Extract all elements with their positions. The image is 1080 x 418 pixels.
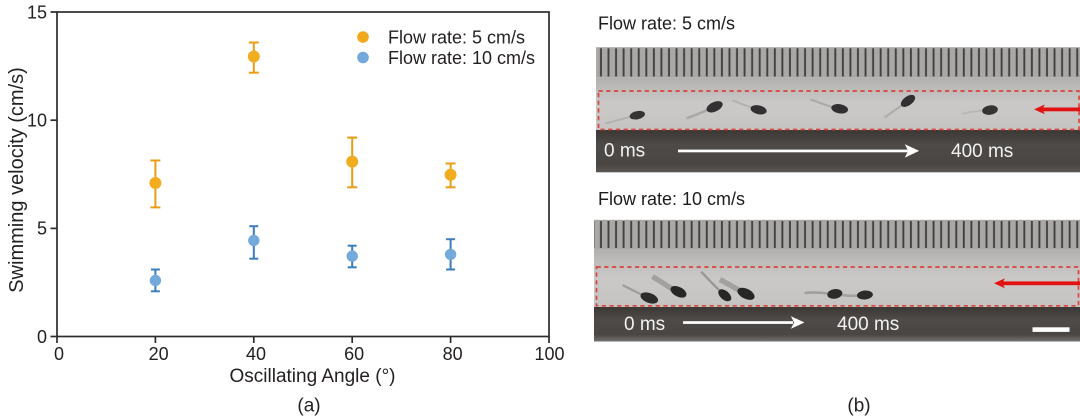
svg-text:Flow rate: 10 cm/s: Flow rate: 10 cm/s bbox=[598, 189, 745, 209]
svg-text:400 ms: 400 ms bbox=[837, 314, 899, 335]
svg-text:0 ms: 0 ms bbox=[624, 314, 665, 335]
svg-text:15: 15 bbox=[27, 3, 47, 23]
svg-text:Swimming velocity (cm/s): Swimming velocity (cm/s) bbox=[6, 67, 28, 293]
svg-text:0 ms: 0 ms bbox=[604, 141, 645, 162]
svg-text:Flow rate: 10 cm/s: Flow rate: 10 cm/s bbox=[388, 48, 535, 68]
svg-text:20: 20 bbox=[149, 344, 169, 364]
svg-text:40: 40 bbox=[246, 344, 266, 364]
svg-text:(a): (a) bbox=[297, 396, 320, 417]
svg-text:(b): (b) bbox=[847, 396, 870, 417]
svg-text:5: 5 bbox=[37, 219, 47, 239]
svg-text:400 ms: 400 ms bbox=[951, 141, 1013, 162]
svg-text:Flow rate: 5 cm/s: Flow rate: 5 cm/s bbox=[598, 14, 735, 34]
svg-text:0: 0 bbox=[37, 327, 47, 347]
svg-text:0: 0 bbox=[54, 344, 64, 364]
svg-text:Oscillating Angle (°): Oscillating Angle (°) bbox=[230, 366, 396, 387]
svg-text:100: 100 bbox=[534, 344, 564, 364]
svg-text:10: 10 bbox=[27, 111, 47, 131]
svg-text:80: 80 bbox=[443, 344, 463, 364]
svg-text:Flow rate: 5 cm/s: Flow rate: 5 cm/s bbox=[388, 28, 525, 48]
svg-text:60: 60 bbox=[344, 344, 364, 364]
